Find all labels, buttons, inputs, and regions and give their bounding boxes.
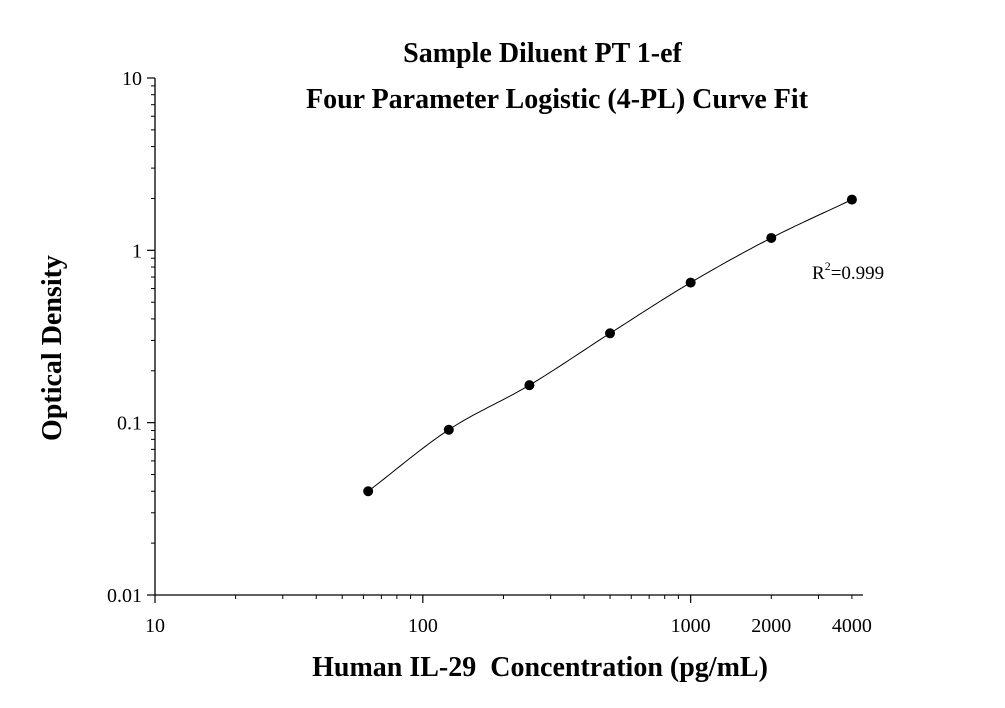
r-squared-annotation: R2=0.999 — [812, 259, 884, 284]
y-tick-label: 10 — [122, 68, 142, 90]
data-point — [685, 277, 696, 288]
data-point — [524, 380, 535, 391]
y-axis-label: Optical Density — [37, 255, 68, 441]
data-point — [363, 486, 374, 497]
x-axis-label: Human IL-29 Concentration (pg/mL) — [312, 652, 768, 683]
x-tick-label: 4000 — [832, 615, 872, 637]
data-point — [443, 424, 454, 435]
y-tick-label: 0.01 — [107, 585, 142, 607]
x-tick-label: 2000 — [751, 615, 791, 637]
data-point — [846, 194, 857, 205]
data-point — [605, 328, 616, 339]
x-tick-label: 1000 — [671, 615, 711, 637]
x-tick-label: 100 — [408, 615, 438, 637]
chart-subtitle: Four Parameter Logistic (4-PL) Curve Fit — [305, 84, 809, 115]
fit-curve — [367, 199, 853, 492]
data-point — [766, 232, 777, 243]
y-tick-label: 0.1 — [117, 413, 142, 435]
chart-title: Sample Diluent PT 1-ef — [403, 38, 682, 69]
x-tick-label: 10 — [145, 615, 165, 637]
y-tick-label: 1 — [132, 240, 142, 262]
